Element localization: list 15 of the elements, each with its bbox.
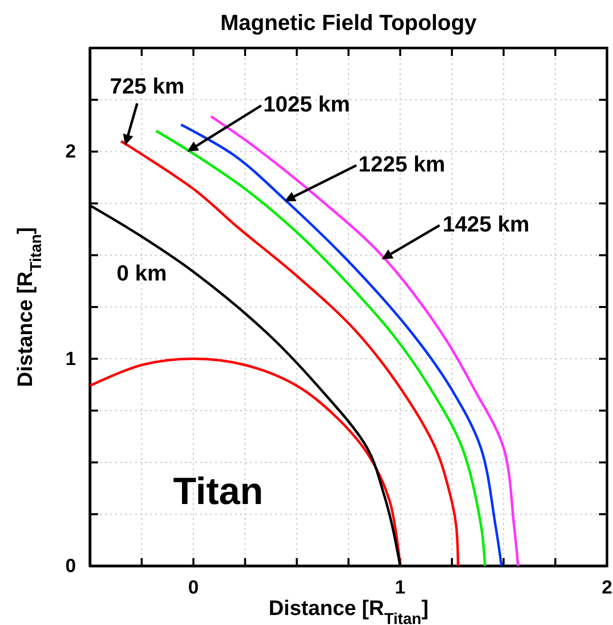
annotation: 1025 km <box>263 92 350 117</box>
annotation: Titan <box>173 470 264 513</box>
annotation: 1425 km <box>442 211 530 236</box>
line-series <box>90 358 402 566</box>
annotation: 725 km <box>110 73 184 98</box>
x-tick-label: 0 <box>188 577 199 598</box>
x-tick-label: 2 <box>602 577 612 598</box>
x-tick-label: 1 <box>394 577 406 598</box>
annotation: 1225 km <box>358 151 446 176</box>
y-tick-label: 2 <box>65 142 76 163</box>
annotation: 0 km <box>116 260 167 286</box>
x-axis-title: Distance [R$_{Titan}$] <box>268 597 428 625</box>
chart-title: Magnetic Field Topology <box>220 10 478 35</box>
y-tick-label: 1 <box>65 348 76 370</box>
y-tick-label: 0 <box>65 556 76 578</box>
